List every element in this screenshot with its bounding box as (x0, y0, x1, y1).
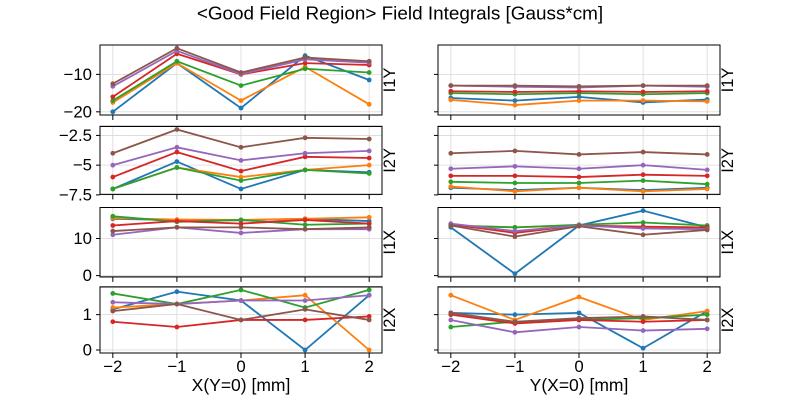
svg-text:−5: −5 (73, 156, 92, 175)
svg-text:−20: −20 (64, 102, 92, 121)
svg-text:Y(X=0) [mm]: Y(X=0) [mm] (530, 375, 629, 395)
svg-text:2: 2 (703, 357, 712, 376)
svg-text:I1Y: I1Y (381, 68, 399, 93)
svg-text:I1X: I1X (381, 230, 399, 255)
svg-text:−2: −2 (441, 357, 460, 376)
svg-text:−1: −1 (167, 357, 186, 376)
svg-text:2: 2 (365, 357, 374, 376)
svg-text:I1Y: I1Y (719, 68, 737, 93)
svg-text:I2X: I2X (381, 308, 399, 333)
svg-text:0: 0 (83, 341, 92, 360)
svg-text:1: 1 (300, 357, 309, 376)
svg-text:1: 1 (83, 305, 92, 324)
svg-text:10: 10 (73, 229, 92, 248)
svg-text:I1X: I1X (719, 230, 737, 255)
svg-text:−2.5: −2.5 (59, 126, 92, 145)
svg-text:−7.5: −7.5 (59, 185, 92, 204)
svg-text:−1: −1 (505, 357, 524, 376)
svg-text:I2Y: I2Y (719, 148, 737, 173)
svg-text:0: 0 (236, 357, 245, 376)
svg-text:0: 0 (574, 357, 583, 376)
svg-text:<Good Field Region> Field Inte: <Good Field Region> Field Integrals [Gau… (197, 4, 603, 25)
svg-text:−2: −2 (103, 357, 122, 376)
svg-text:−10: −10 (64, 65, 92, 84)
svg-text:0: 0 (83, 266, 92, 285)
svg-text:I2X: I2X (719, 308, 737, 333)
svg-text:X(Y=0) [mm]: X(Y=0) [mm] (192, 375, 291, 395)
svg-text:I2Y: I2Y (381, 148, 399, 173)
svg-text:1: 1 (638, 357, 647, 376)
